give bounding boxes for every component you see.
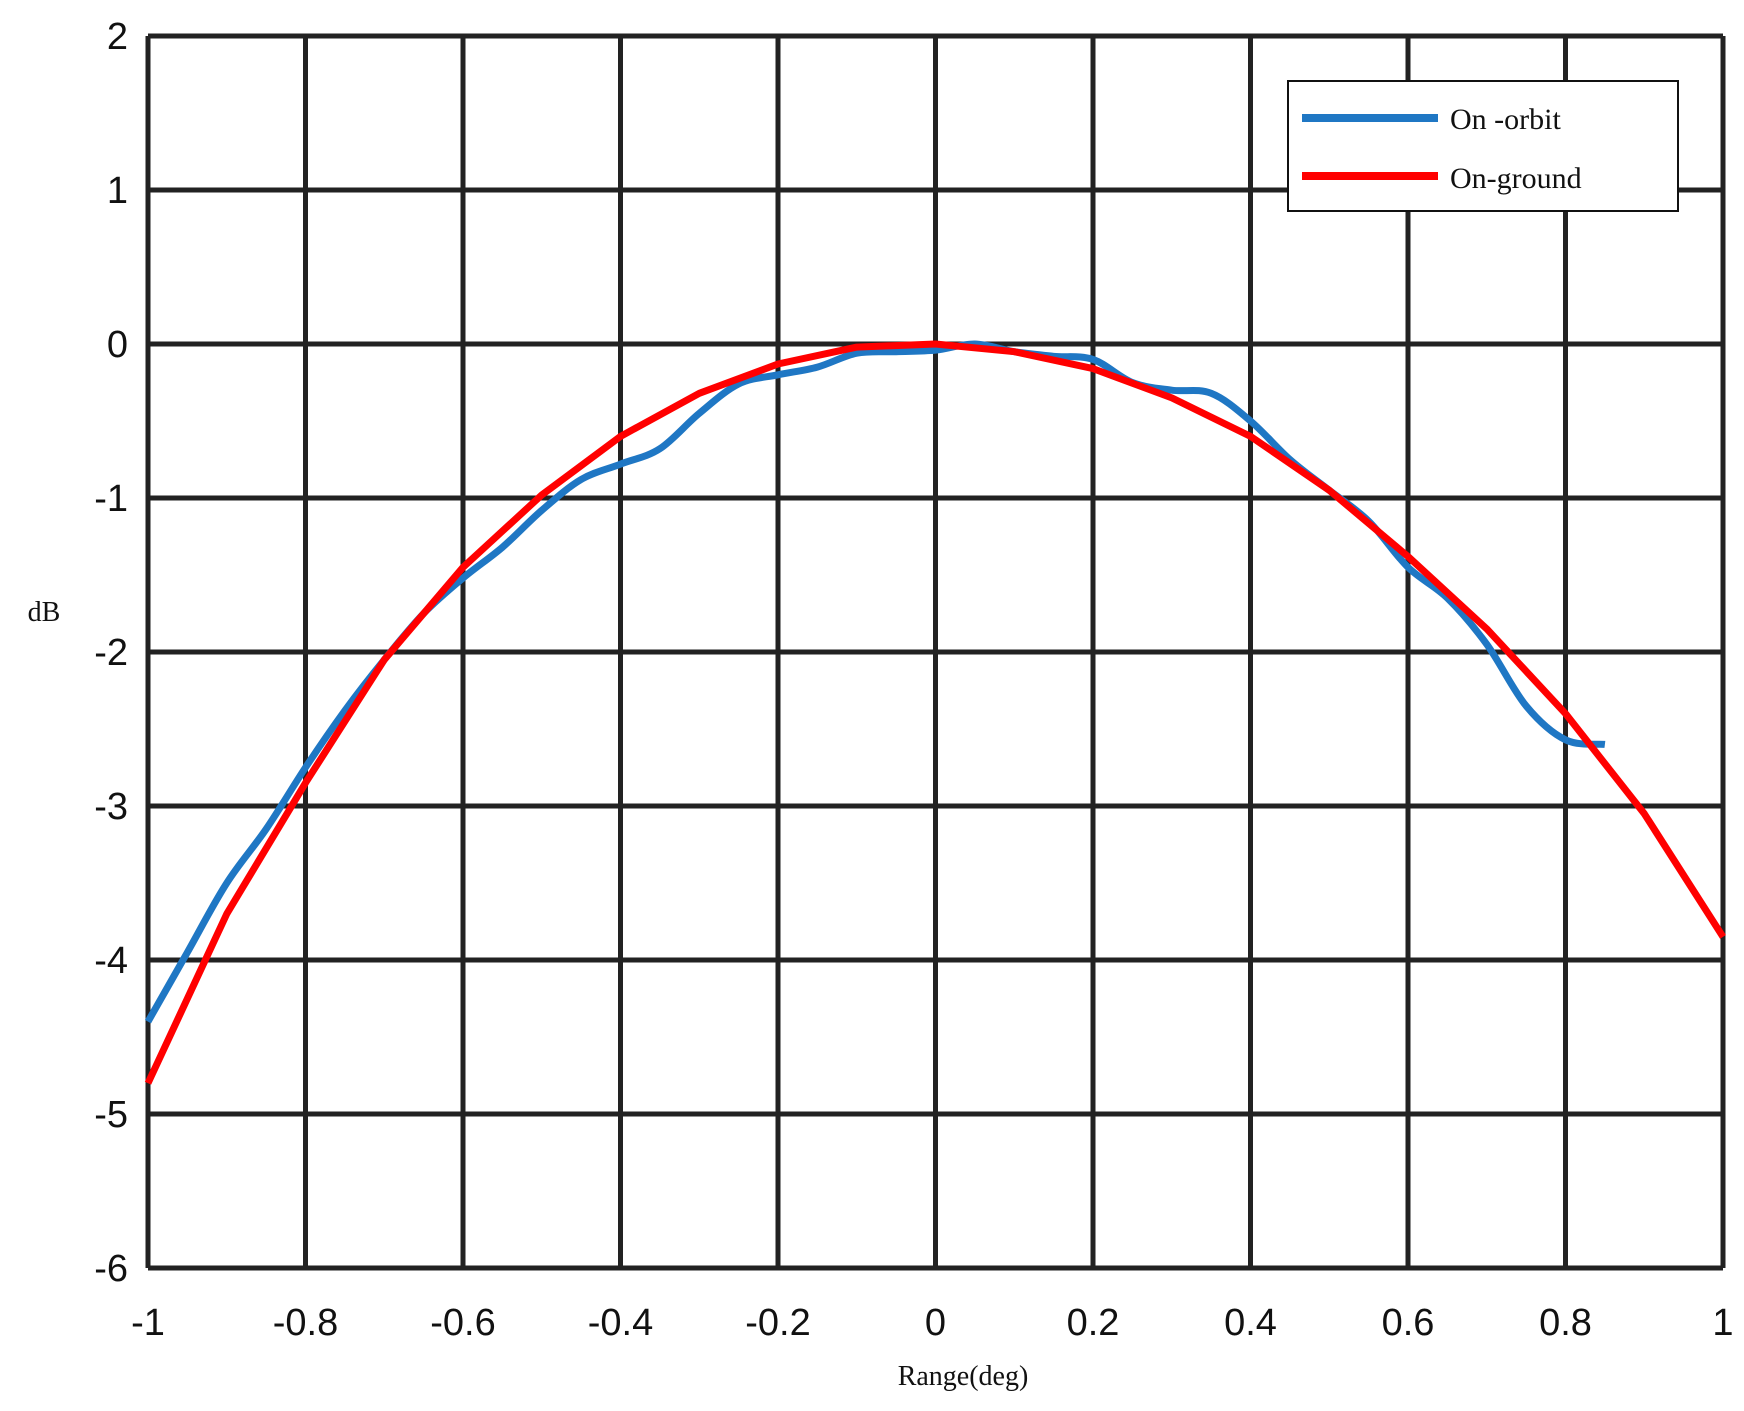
x-tick-label: -0.4 [588, 1302, 653, 1344]
x-tick-label: 1 [1712, 1302, 1733, 1344]
y-tick-label: 1 [107, 170, 128, 212]
y-axis-label: dB [28, 597, 61, 628]
legend-label-on-ground: On-ground [1450, 162, 1582, 195]
x-tick-label: 0.8 [1539, 1302, 1592, 1344]
ticks: -1 -0.8 -0.6 -0.4 -0.2 0 0.2 0.4 0.6 0.8 1 2 1 0 -1 -2 -… [94, 16, 1733, 1344]
x-tick-label: -0.8 [273, 1302, 338, 1344]
x-tick-label: 0.4 [1224, 1302, 1277, 1344]
grid [145, 33, 1726, 1271]
x-tick-label: 0.2 [1067, 1302, 1120, 1344]
x-tick-label: -0.2 [745, 1302, 810, 1344]
x-tick-label: 0 [925, 1302, 946, 1344]
series-layer [144, 340, 1726, 1085]
y-tick-label: -5 [94, 1094, 128, 1136]
y-tick-label: 2 [107, 16, 128, 58]
y-tick-label: -3 [94, 786, 128, 828]
x-tick-label: 0.6 [1382, 1302, 1435, 1344]
x-tick-label: -1 [131, 1302, 165, 1344]
y-tick-label: 0 [107, 324, 128, 366]
legend: On -orbit On-ground [1287, 80, 1679, 212]
y-tick-label: -4 [94, 940, 128, 982]
y-tick-label: -6 [94, 1248, 128, 1290]
series-line-on-ground [144, 340, 1726, 1085]
y-tick-label: -2 [94, 632, 128, 674]
y-tick-label: -1 [94, 478, 128, 520]
legend-box [1287, 80, 1679, 212]
legend-label-on-orbit: On -orbit [1450, 103, 1561, 136]
x-axis-label: Range(deg) [898, 1361, 1029, 1392]
x-tick-label: -0.6 [430, 1302, 495, 1344]
